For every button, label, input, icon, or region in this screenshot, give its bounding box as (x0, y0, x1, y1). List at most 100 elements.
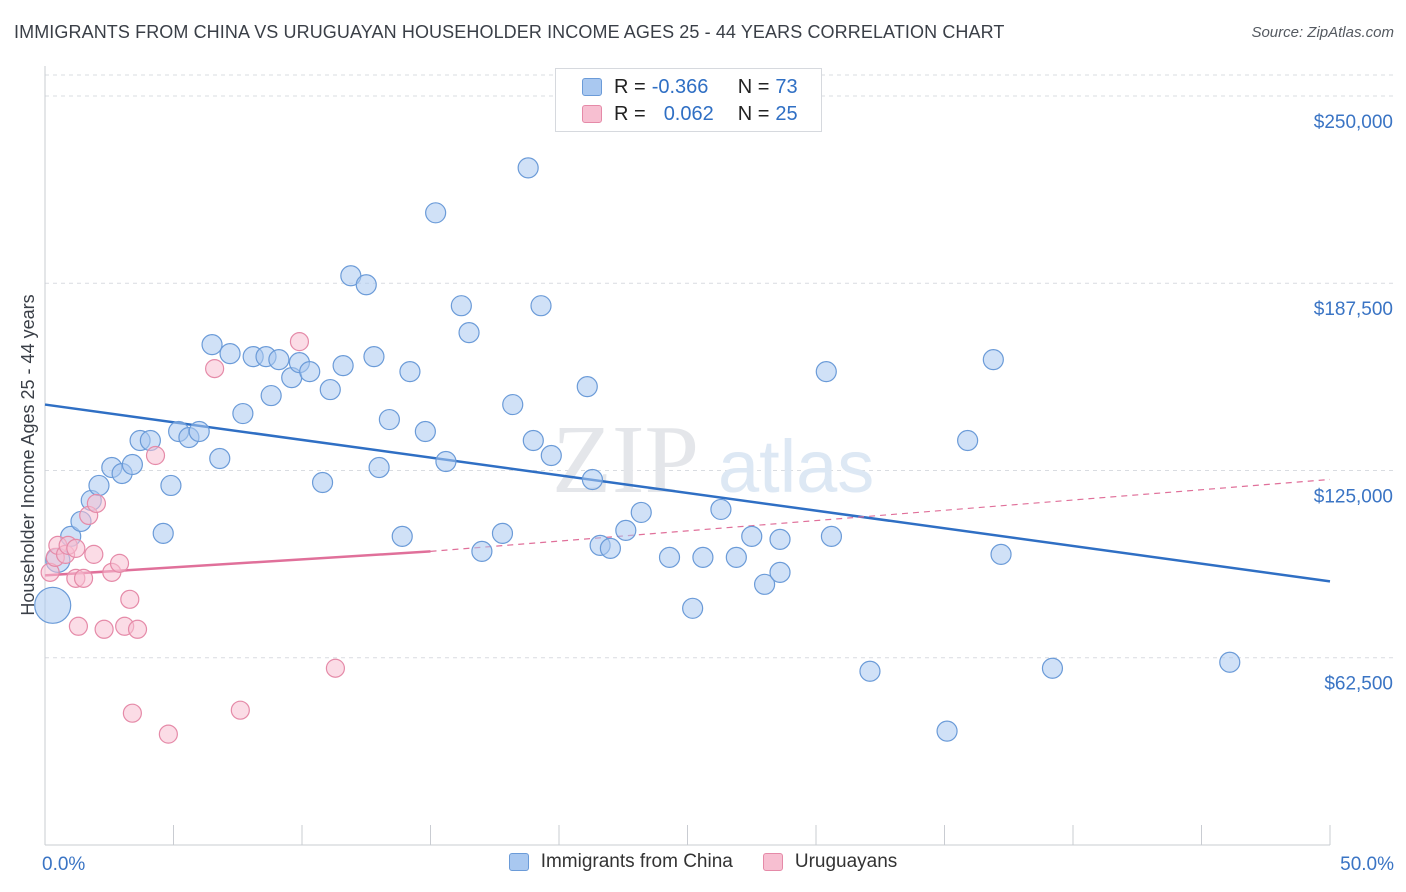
point-china (458, 322, 480, 344)
point-uruguayans (289, 332, 310, 352)
point-china (209, 447, 231, 470)
point-china (188, 420, 210, 443)
point-china (710, 498, 732, 521)
watermark: ZIP atlas (552, 406, 874, 514)
point-china (581, 468, 604, 491)
trend-uruguayans-extension (430, 478, 1331, 552)
point-china (957, 429, 979, 452)
point-china (319, 378, 341, 401)
y-axis-label: Householder Income Ages 25 - 44 years (18, 294, 38, 615)
point-china (769, 528, 791, 550)
point-china (152, 522, 174, 545)
series-swatch-china (508, 853, 529, 871)
point-china (34, 586, 72, 624)
axes (44, 66, 1331, 846)
legend-r-label: R = (614, 102, 646, 125)
point-china (260, 384, 282, 407)
legend-n-label: N = (737, 75, 770, 98)
point-uruguayans (73, 568, 94, 588)
point-uruguayans (94, 619, 114, 639)
point-china (355, 274, 377, 296)
legend-r-label: R = (614, 75, 646, 98)
point-china (332, 355, 354, 377)
point-china (936, 720, 958, 742)
watermark-zip: ZIP (552, 406, 699, 514)
gridlines (45, 74, 1395, 659)
x-tick-label-max: 50.0% (1340, 854, 1394, 875)
point-china (450, 295, 472, 317)
point-china (399, 361, 421, 383)
legend-swatch-china (582, 78, 602, 96)
y-tick-label: $62,500 (1324, 674, 1393, 695)
point-china (311, 471, 334, 494)
point-china (268, 349, 290, 371)
data-points (34, 157, 1241, 744)
point-china (471, 540, 493, 562)
point-china (682, 597, 704, 619)
point-china (859, 660, 881, 682)
legend-swatch-uruguayans (582, 105, 602, 123)
legend-n-value: 73 (775, 75, 798, 98)
point-uruguayans (84, 544, 104, 564)
series-swatch-uruguayans (762, 853, 783, 871)
point-china (530, 295, 552, 317)
point-uruguayans (86, 493, 107, 514)
point-china (725, 546, 747, 568)
y-tick-label: $187,500 (1314, 299, 1393, 320)
source-credit: Source: ZipAtlas.com (1251, 24, 1394, 41)
point-uruguayans (120, 589, 140, 609)
point-uruguayans (66, 538, 86, 558)
y-tick-label: $125,000 (1314, 486, 1393, 507)
point-china (391, 525, 413, 547)
point-china (219, 343, 241, 365)
point-china (201, 334, 223, 356)
series-legend: Immigrants from China Uruguayans (0, 851, 1406, 873)
point-uruguayans (158, 724, 178, 744)
point-china (630, 501, 652, 524)
point-china (990, 543, 1012, 565)
legend-n-label: N = (737, 102, 770, 125)
point-china (615, 519, 637, 542)
point-china (692, 546, 714, 568)
point-uruguayans (68, 616, 89, 636)
point-china (414, 420, 436, 443)
point-china (741, 525, 763, 547)
point-china (540, 444, 562, 467)
point-china (522, 429, 544, 452)
point-china (517, 157, 539, 179)
point-uruguayans (122, 703, 142, 723)
point-china (599, 537, 622, 559)
point-china (491, 522, 514, 545)
point-china (753, 573, 776, 595)
point-china (121, 453, 143, 476)
point-china (1041, 657, 1064, 679)
series-label-china: Immigrants from China (540, 851, 733, 872)
legend-row-china: R = -0.366 N = 73 (582, 74, 798, 100)
point-china (658, 546, 681, 568)
x-tick-label-min: 0.0% (42, 854, 85, 875)
legend-r-value: 0.062 (663, 102, 714, 125)
point-uruguayans (145, 445, 166, 466)
point-china (232, 402, 254, 425)
legend-n-value: 25 (775, 102, 798, 125)
series-legend-uruguayans: Uruguayans (762, 851, 898, 873)
point-china (502, 393, 524, 416)
correlation-legend: R = -0.366 N = 73 R = 0.062 N = 25 (555, 68, 822, 132)
point-uruguayans (109, 553, 130, 573)
point-uruguayans (205, 359, 225, 379)
series-legend-china: Immigrants from China (508, 851, 733, 873)
point-china (815, 361, 837, 383)
legend-row-uruguayans: R = 0.062 N = 25 (582, 101, 798, 127)
point-china (368, 456, 390, 479)
watermark-atlas: atlas (718, 425, 874, 508)
y-tick-labels: $62,500 $125,000 $187,500 $250,000 (1314, 112, 1393, 695)
point-china (378, 408, 400, 431)
point-china (576, 375, 598, 398)
series-label-uruguayans: Uruguayans (794, 851, 898, 872)
point-china (299, 361, 321, 383)
point-uruguayans (325, 658, 346, 678)
chart-title: IMMIGRANTS FROM CHINA VS URUGUAYAN HOUSE… (14, 22, 1005, 42)
point-china (88, 474, 110, 497)
x-tick-labels: 0.0% 50.0% (42, 854, 1394, 875)
point-china (820, 525, 843, 547)
